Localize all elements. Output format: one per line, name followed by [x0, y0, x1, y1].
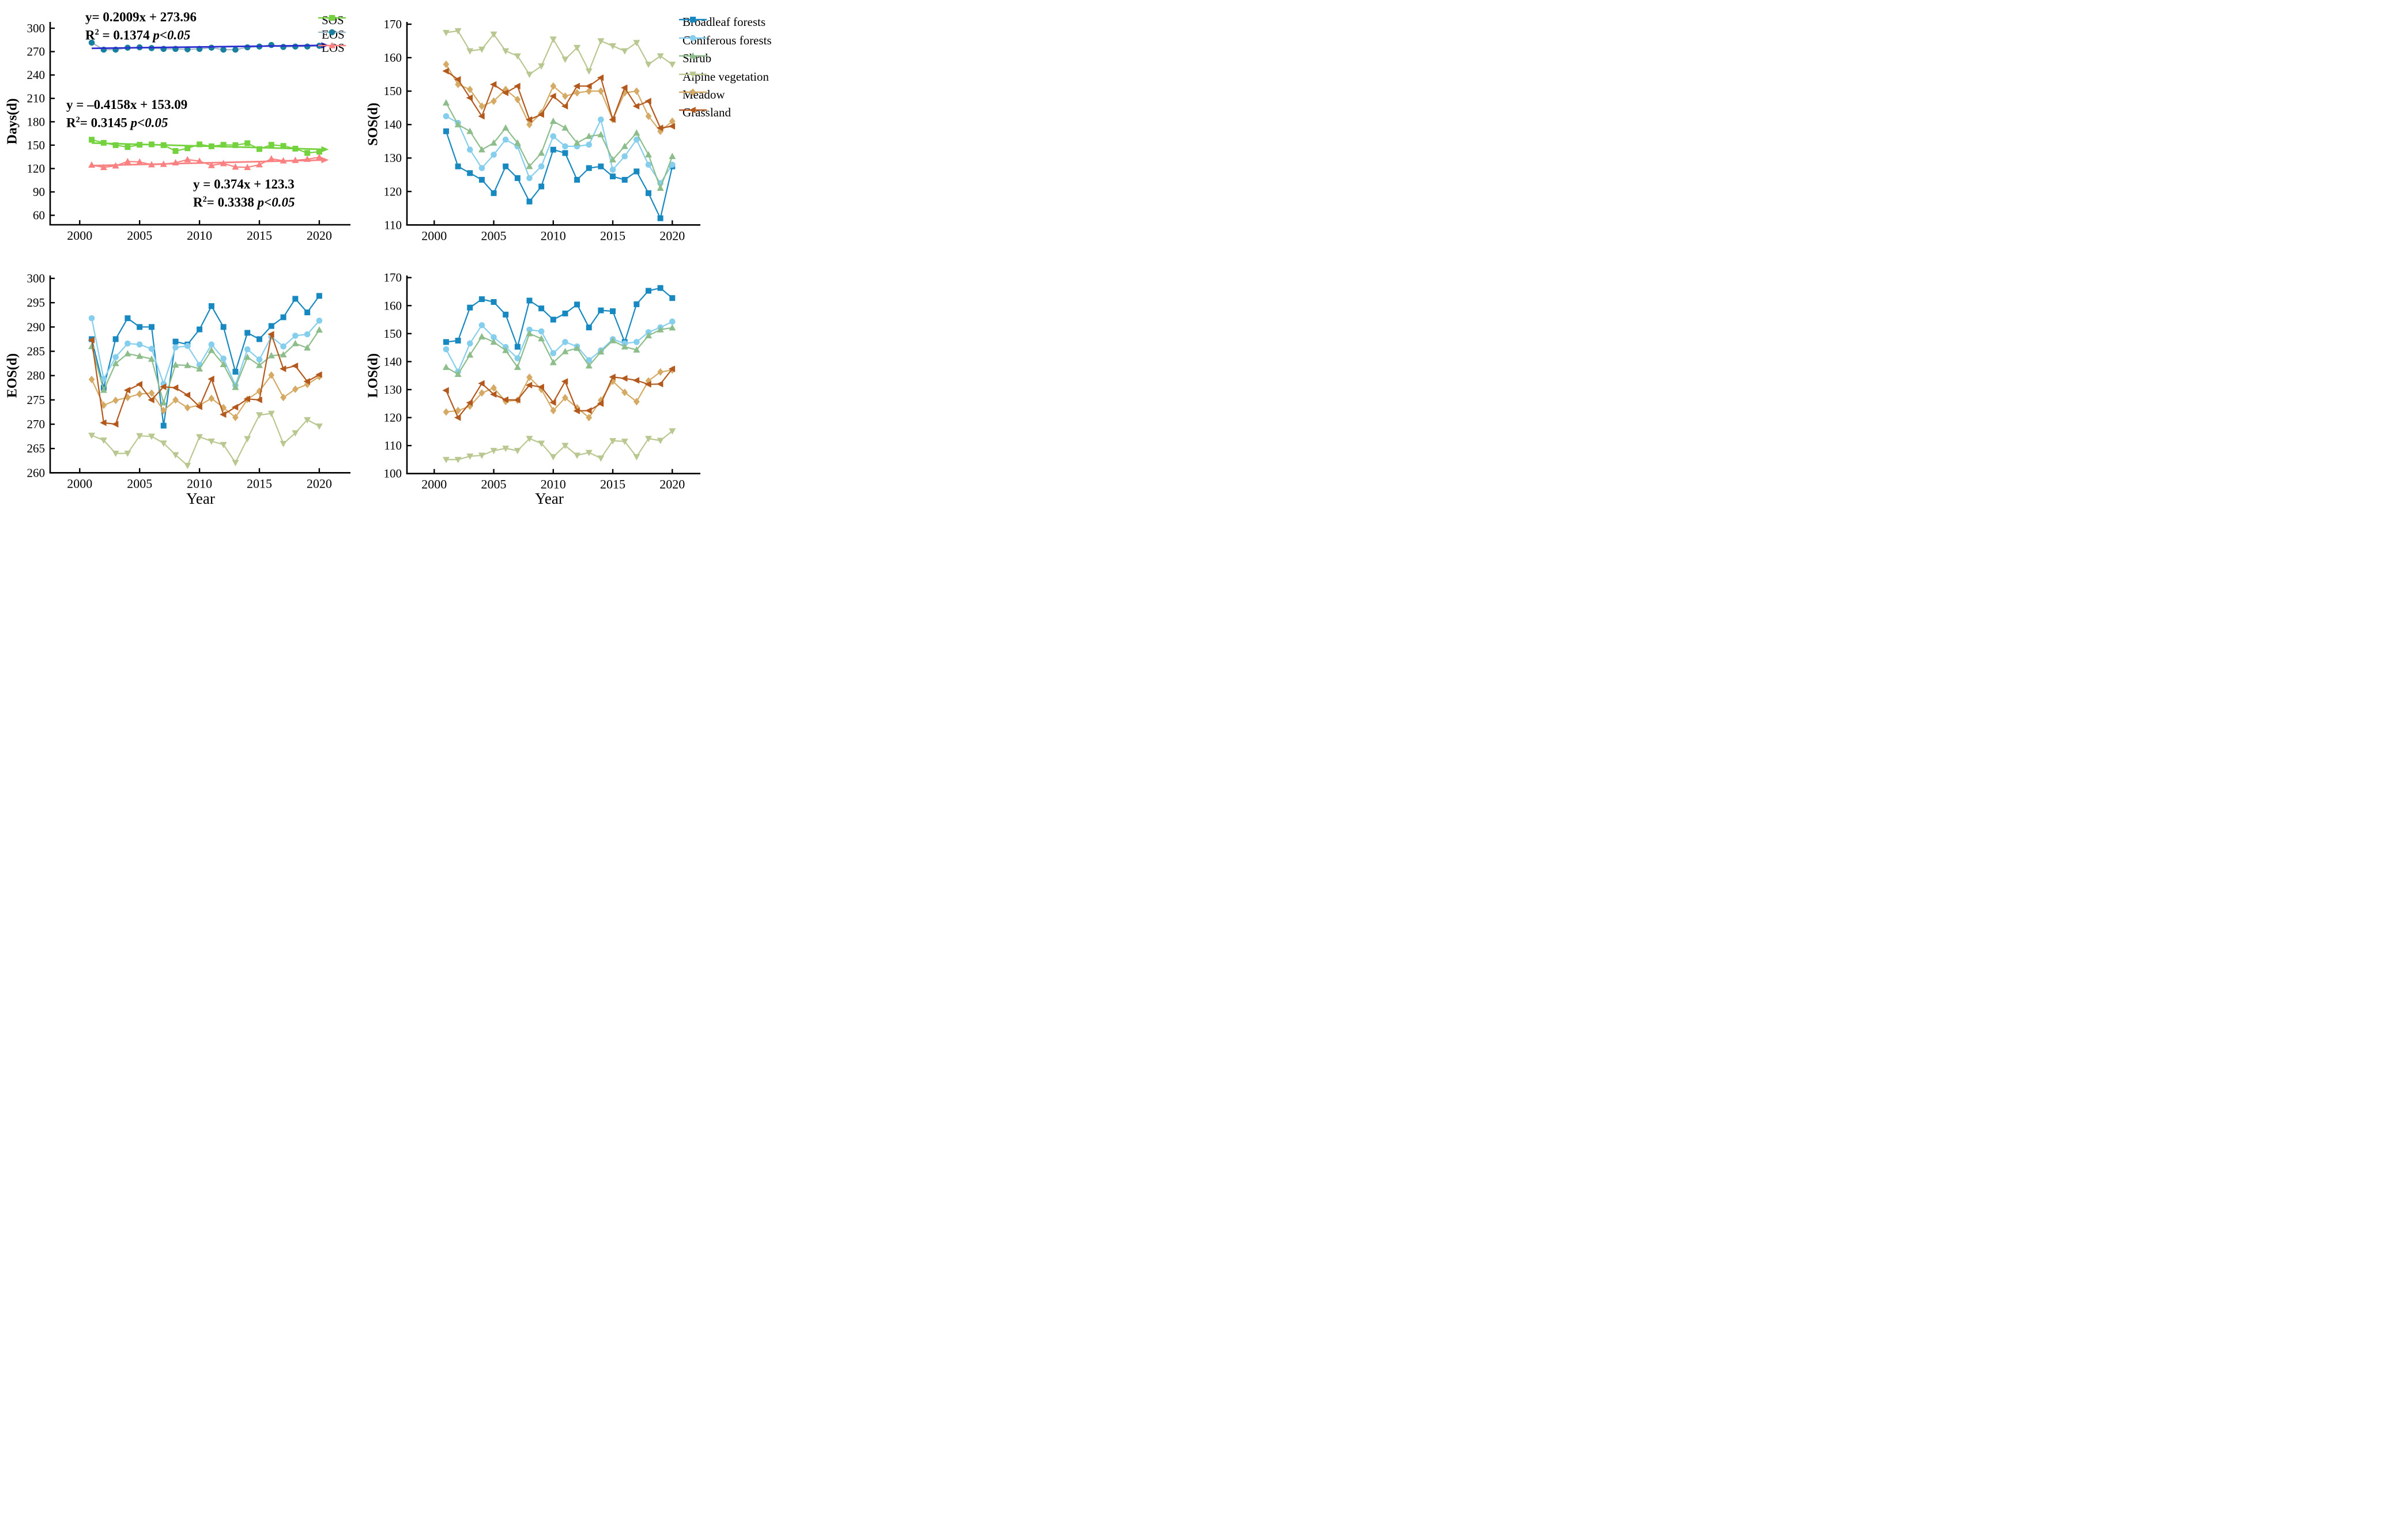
svg-text:2020: 2020	[307, 228, 332, 243]
x-axis-label-year-right: Year	[535, 490, 564, 507]
svg-text:140: 140	[384, 354, 402, 368]
svg-text:2010: 2010	[187, 476, 212, 490]
svg-text:60: 60	[33, 209, 45, 222]
svg-text:140: 140	[384, 118, 402, 131]
x-axis-label-year-left: Year	[186, 490, 215, 507]
svg-text:160: 160	[384, 51, 402, 65]
legend-label-shrub: Shrub	[682, 51, 712, 65]
svg-text:150: 150	[27, 138, 46, 152]
legend-label-alpine: Alpine vegetation	[682, 69, 769, 84]
svg-text:285: 285	[27, 345, 46, 358]
panel-top-left: 300 270 240 210 180 150 120 90 60 2000 2005 2010 201…	[27, 21, 350, 243]
svg-text:90: 90	[33, 185, 45, 199]
svg-text:2000: 2000	[421, 228, 447, 243]
panel-bottom-right: 170 160 150 140 130 120 110 100 2000 2005 2010 2015…	[384, 271, 700, 492]
svg-text:2020: 2020	[659, 228, 685, 243]
svg-text:210: 210	[27, 92, 46, 105]
svg-text:2015: 2015	[247, 476, 272, 490]
svg-text:160: 160	[384, 299, 402, 312]
svg-text:275: 275	[27, 393, 46, 407]
legend-item-eos: EOS	[318, 28, 346, 41]
legend-label-meadow: Meadow	[682, 87, 725, 101]
svg-text:270: 270	[27, 45, 46, 59]
svg-text:2020: 2020	[659, 477, 685, 492]
legend-item-grassland: Grassland	[679, 105, 731, 119]
phenology-figure: 300 270 240 210 180 150 120 90 60 2000 2005 2010 201…	[0, 0, 796, 514]
svg-text:290: 290	[27, 320, 46, 334]
legend-label-broadleaf: Broadleaf forests	[682, 14, 766, 29]
svg-text:2005: 2005	[481, 477, 507, 492]
svg-text:295: 295	[27, 296, 46, 309]
svg-text:2005: 2005	[127, 228, 152, 243]
svg-text:240: 240	[27, 68, 46, 82]
svg-text:110: 110	[384, 439, 402, 452]
svg-text:2010: 2010	[187, 228, 212, 243]
legend-label-coniferous: Coniferous forests	[682, 33, 772, 47]
svg-text:270: 270	[27, 417, 46, 431]
svg-text:2005: 2005	[127, 476, 152, 490]
los-regression-equation: y = 0.374x + 123.3 R2= 0.3338 p<0.05	[193, 176, 295, 210]
legend-item-meadow: Meadow	[679, 88, 725, 101]
los-equation-line1: y = 0.374x + 123.3	[193, 177, 295, 191]
svg-text:300: 300	[27, 271, 46, 285]
svg-text:170: 170	[384, 271, 402, 285]
legend-item-los: LOS	[318, 41, 346, 55]
y-axis-label-days: Days(d)	[5, 98, 20, 145]
svg-text:2015: 2015	[600, 228, 625, 243]
sos-regression-equation: y = –0.4158x + 153.09 R2= 0.3145 p<0.05	[66, 97, 187, 131]
svg-text:265: 265	[27, 441, 46, 455]
svg-text:130: 130	[384, 151, 402, 165]
svg-text:300: 300	[27, 21, 46, 35]
eos-regression-equation: y= 0.2009x + 273.96 R2 = 0.1374 p<0.05	[85, 9, 197, 43]
sos-equation-line2: R2= 0.3145 p<0.05	[66, 115, 168, 130]
svg-text:2000: 2000	[421, 477, 447, 492]
svg-text:2005: 2005	[481, 228, 507, 243]
svg-text:130: 130	[384, 383, 402, 397]
y-axis-label-los: LOS(d)	[365, 353, 381, 398]
svg-text:120: 120	[27, 161, 46, 175]
y-axis-label-eos: EOS(d)	[5, 353, 20, 398]
svg-text:2020: 2020	[307, 476, 332, 490]
svg-text:120: 120	[384, 184, 402, 198]
sos-equation-line1: y = –0.4158x + 153.09	[66, 97, 188, 112]
svg-text:2000: 2000	[67, 476, 92, 490]
panel-top-right: 170 160 150 140 130 120 110 2000 2005 2010 2015 202…	[384, 17, 700, 243]
eos-equation-line1: y= 0.2009x + 273.96	[85, 10, 197, 24]
svg-text:150: 150	[384, 84, 402, 98]
panel-bottom-left: 300 295 290 285 280 275 270 265 260 2000 2005 2010 2…	[27, 271, 350, 490]
svg-text:260: 260	[27, 466, 46, 480]
legend-item-alpine: Alpine vegetation	[679, 70, 769, 84]
y-axis-label-sos: SOS(d)	[365, 103, 381, 146]
svg-text:150: 150	[384, 327, 402, 341]
los-equation-line2: R2= 0.3338 p<0.05	[193, 195, 295, 210]
svg-text:120: 120	[384, 411, 402, 425]
svg-text:180: 180	[27, 115, 46, 129]
svg-text:2010: 2010	[541, 477, 566, 492]
legend-label-grassland: Grassland	[682, 105, 731, 119]
svg-text:2015: 2015	[247, 228, 272, 243]
legend-item-shrub: Shrub	[679, 51, 711, 65]
legend-item-broadleaf: Broadleaf forests	[679, 15, 766, 29]
svg-text:100: 100	[384, 467, 402, 481]
svg-text:2010: 2010	[541, 228, 566, 243]
svg-text:2000: 2000	[67, 228, 92, 243]
legend-item-sos: SOS	[318, 13, 346, 27]
eos-equation-line2: R2 = 0.1374 p<0.05	[85, 28, 191, 43]
svg-text:280: 280	[27, 369, 46, 383]
legend-item-coniferous: Coniferous forests	[679, 33, 772, 47]
charts-canvas: 300 270 240 210 180 150 120 90 60 2000 2005 2010 201…	[27, 17, 700, 492]
svg-text:170: 170	[384, 17, 402, 31]
svg-text:110: 110	[384, 218, 402, 232]
svg-text:2015: 2015	[600, 477, 625, 492]
